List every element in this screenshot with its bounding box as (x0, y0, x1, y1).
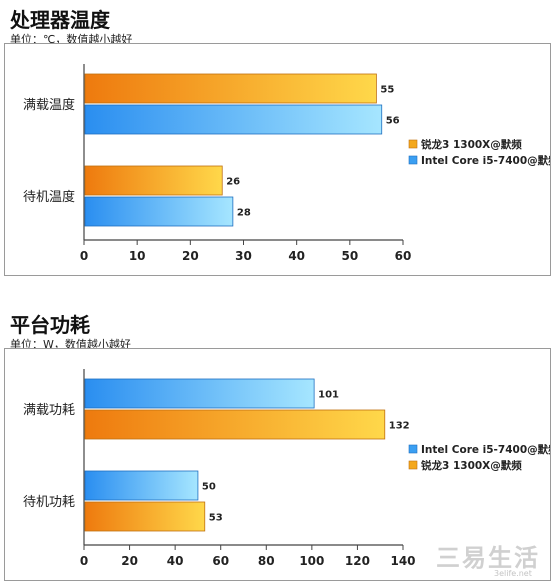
x-tick-label: 0 (80, 249, 88, 263)
x-tick-label: 30 (235, 249, 252, 263)
bar-3-1300x-1 (84, 501, 206, 532)
legend-label: Intel Core i5-7400@默频 (421, 154, 550, 167)
legend-swatch (408, 155, 418, 165)
legend-label: 锐龙3 1300X@默频 (421, 459, 522, 472)
bar-3-1300x-0 (84, 409, 386, 440)
x-tick-label: 120 (345, 554, 370, 568)
x-tick-label: 40 (288, 249, 305, 263)
data-label: 55 (380, 85, 394, 96)
data-label: 53 (209, 513, 223, 524)
legend-swatch (408, 444, 418, 454)
watermark-text: 三易生活 (436, 544, 540, 572)
category-label: 满载功耗 (23, 403, 75, 418)
x-tick-label: 0 (80, 554, 88, 568)
bar-3-1300x-0 (84, 73, 377, 104)
category-label: 满载温度 (23, 97, 75, 113)
x-tick-label: 20 (182, 249, 199, 263)
x-tick-label: 20 (121, 554, 138, 568)
x-tick-label: 60 (212, 554, 229, 568)
chart-title: 处理器温度 (10, 8, 110, 32)
data-label: 56 (386, 116, 400, 127)
x-tick-label: 40 (167, 554, 184, 568)
x-tick-label: 140 (390, 554, 415, 568)
data-label: 132 (389, 421, 410, 432)
data-label: 50 (202, 482, 216, 493)
legend-swatch (408, 139, 418, 149)
chart-panel-power: 0 20 40 60 80 100 120 140 满载功耗待机功耗 101 50 132 53 Inte… (4, 348, 554, 581)
chart-subtitle: 单位：W，数值越小越好 (10, 338, 131, 351)
x-tick-label: 100 (299, 554, 324, 568)
watermark-subtext: 3elife.net (494, 569, 532, 578)
legend-label: 锐龙3 1300X@默频 (421, 138, 522, 151)
data-label: 28 (237, 208, 251, 219)
data-label: 26 (226, 177, 240, 188)
category-label: 待机温度 (23, 189, 75, 205)
legend-label: Intel Core i5-7400@默频 (421, 443, 550, 456)
x-tick-label: 60 (395, 249, 412, 263)
bar-intel-core-i5-7400-0 (84, 104, 383, 135)
legend-swatch (408, 460, 418, 470)
category-label: 待机功耗 (23, 495, 75, 510)
data-label: 101 (318, 390, 339, 401)
chart-subtitle: 单位：℃，数值越小越好 (10, 33, 133, 46)
chart-panel-temperature: 0 10 20 30 40 50 60 满载温度待机温度 55 26 56 28 锐龙3 1300X@默… (4, 43, 554, 276)
x-tick-label: 80 (258, 554, 275, 568)
x-tick-label: 10 (129, 249, 146, 263)
bar-3-1300x-1 (84, 165, 223, 196)
x-tick-label: 50 (341, 249, 358, 263)
bar-intel-core-i5-7400-1 (84, 196, 234, 227)
watermark-logo: 三易生活 3elife.net (436, 544, 540, 578)
bar-intel-core-i5-7400-1 (84, 470, 199, 501)
bar-intel-core-i5-7400-0 (84, 378, 315, 409)
chart-title: 平台功耗 (10, 313, 90, 337)
